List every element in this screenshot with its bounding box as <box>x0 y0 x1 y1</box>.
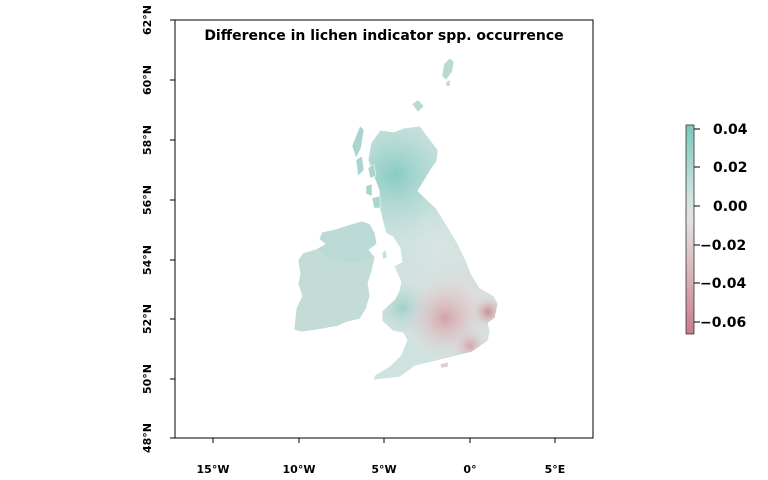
lat-tick: 56°N <box>141 185 175 215</box>
lat-tick-label: 54°N <box>141 245 154 275</box>
colorbar-tick: −0.04 <box>694 276 747 292</box>
colorbar-tick: 0.04 <box>694 122 748 138</box>
lon-tick-label: 10°W <box>283 463 316 476</box>
colorbar-tick-label: −0.04 <box>700 276 747 292</box>
lon-tick: 5°W <box>371 438 397 476</box>
hebrides-islands <box>351 125 381 209</box>
colorbar-tick-label: 0.02 <box>713 160 748 176</box>
lat-tick: 54°N <box>141 245 175 275</box>
isle-of-wight <box>439 361 449 369</box>
colorbar-tick: 0.00 <box>694 199 748 215</box>
colorbar-tick: −0.02 <box>694 238 746 254</box>
lat-tick: 60°N <box>141 65 175 95</box>
lat-tick: 58°N <box>141 125 175 155</box>
colorbar-tick: 0.02 <box>694 160 748 176</box>
lon-tick: 15°W <box>197 438 230 476</box>
lat-tick: 50°N <box>141 364 175 394</box>
colorbar-tick-label: −0.06 <box>700 315 746 331</box>
map-title: Difference in lichen indicator spp. occu… <box>204 28 563 44</box>
lat-tick-label: 60°N <box>141 65 154 95</box>
lon-tick: 0° <box>463 438 477 476</box>
colorbar-ramp <box>685 124 695 335</box>
lon-tick-label: 5°W <box>371 463 396 476</box>
lat-tick-label: 50°N <box>141 364 154 394</box>
northern-isles <box>411 57 455 113</box>
lat-tick-label: 52°N <box>141 304 154 334</box>
lat-tick-label: 48°N <box>141 423 154 453</box>
lat-tick-label: 58°N <box>141 125 154 155</box>
colorbar-tick-label: 0.00 <box>713 199 748 215</box>
lon-tick: 5°E <box>545 438 566 476</box>
isle-of-man <box>381 249 388 260</box>
colorbar-tick: −0.06 <box>694 315 746 331</box>
latitude-axis: 62°N 60°N 58°N 56°N 54°N 52°N 50°N 48°N <box>141 5 175 453</box>
great-britain-landmass <box>367 125 499 381</box>
lat-tick: 48°N <box>141 423 175 453</box>
colorbar-tick-label: 0.04 <box>713 122 748 138</box>
ireland-landmass <box>293 220 378 333</box>
lat-tick: 62°N <box>141 5 175 35</box>
colorbar-legend: 0.04 0.02 0.00 −0.02 −0.04 −0.06 <box>685 122 748 335</box>
lat-tick-label: 62°N <box>141 5 154 35</box>
lon-tick-label: 5°E <box>545 463 566 476</box>
colorbar-tick-label: −0.02 <box>700 238 746 254</box>
lat-tick-label: 56°N <box>141 185 154 215</box>
lon-tick-label: 15°W <box>197 463 230 476</box>
lon-tick-label: 0° <box>463 463 476 476</box>
longitude-axis: 15°W 10°W 5°W 0° 5°E <box>197 438 566 476</box>
lat-tick: 52°N <box>141 304 175 334</box>
lon-tick: 10°W <box>283 438 316 476</box>
